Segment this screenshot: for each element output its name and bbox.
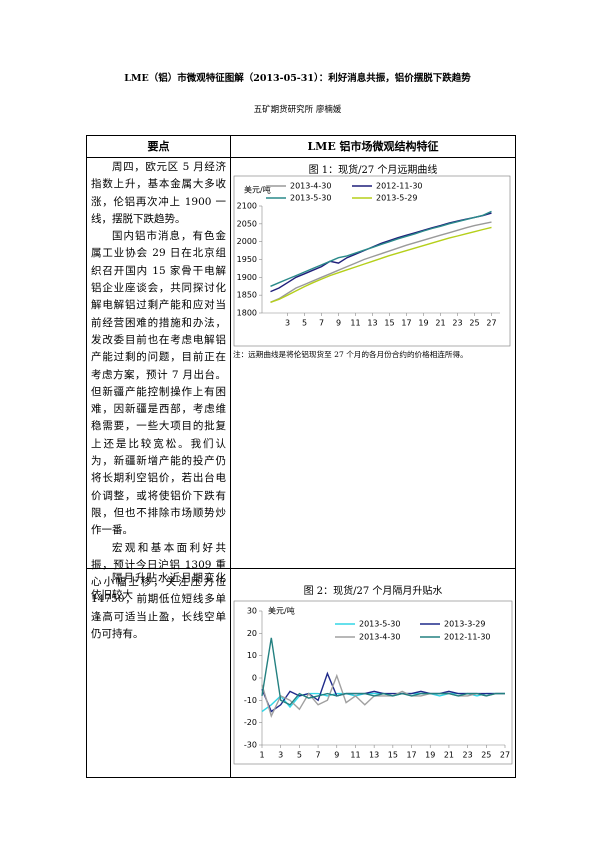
header-cell: LME 铝市场微观结构特征 (230, 135, 516, 158)
paragraph: 宏观和基本面利好共振，预计今日沪铝 1309 重心小幅上移，关注压力位 1475… (91, 541, 226, 641)
figure-cell (230, 568, 516, 778)
figure-note: 注：远期曲线是将伦铝现货至 27 个月的各月份合约的价格相连所得。 (233, 350, 468, 359)
doc-title: LME（铝）市微观特征图解（2013-05-31）：利好消息共振，铝价摆脱下跌趋… (124, 73, 471, 84)
figure-title: 图 1：现货/27 个月远期曲线 (308, 165, 438, 176)
figure-cell (230, 157, 516, 569)
paragraph: 国内铝市消息，有色金属工业协会 29 日在北京组织召开国内 15 家骨干电解铝企… (91, 230, 226, 537)
header-cell: 要点 (86, 135, 231, 158)
figure-title: 图 2：现货/27 个月隔月升贴水 (303, 586, 443, 597)
author: 五矿期货研究所 廖楠媛 (253, 105, 342, 115)
paragraph: 周四，欧元区 5 月经济指数上升，基本金属大多收涨，伦铝再次冲上 1900 一线… (91, 161, 226, 225)
points-cell: 隔月升贴水近月期变化依旧较大 (86, 568, 231, 778)
points-cell: 周四，欧元区 5 月经济指数上升，基本金属大多收涨，伦铝再次冲上 1900 一线… (86, 157, 231, 640)
paragraph: 隔月升贴水近月期变化依旧较大 (91, 572, 226, 602)
